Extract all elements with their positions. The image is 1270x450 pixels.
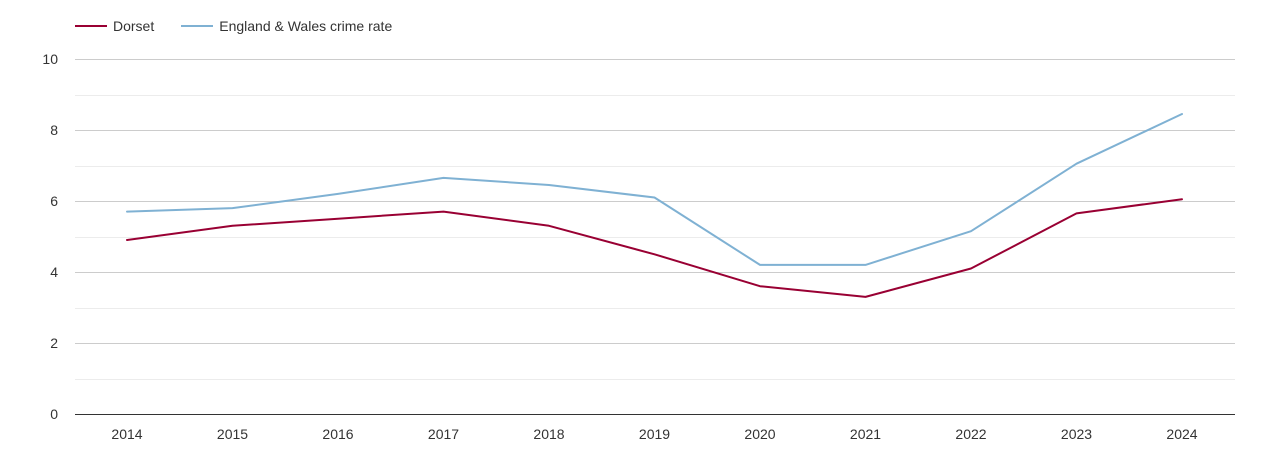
x-tick-label: 2017 <box>428 426 459 442</box>
x-tick-label: 2021 <box>850 426 881 442</box>
y-tick-label: 4 <box>50 264 58 280</box>
legend-label-dorset: Dorset <box>113 18 155 34</box>
x-tick-label: 2023 <box>1061 426 1092 442</box>
legend-item-dorset[interactable]: Dorset <box>75 18 154 34</box>
y-tick-label: 10 <box>42 51 58 67</box>
series-line-england-wales-crime-rate[interactable] <box>126 113 1183 266</box>
y-tick-label: 8 <box>50 122 58 138</box>
x-tick-label: 2014 <box>111 426 142 442</box>
series-line-dorset[interactable] <box>126 198 1183 298</box>
y-axis-tick-labels: 0 2 4 6 8 10 <box>42 51 58 422</box>
y-tick-label: 2 <box>50 335 58 351</box>
y-tick-label: 0 <box>50 406 58 422</box>
x-tick-label: 2015 <box>217 426 248 442</box>
x-tick-label: 2022 <box>955 426 986 442</box>
legend: Dorset England & Wales crime rate <box>75 15 419 37</box>
legend-swatch-dorset <box>75 25 107 27</box>
legend-item-england-wales[interactable]: England & Wales crime rate <box>181 18 392 34</box>
x-tick-label: 2019 <box>639 426 670 442</box>
x-tick-label: 2020 <box>744 426 775 442</box>
y-tick-label: 6 <box>50 193 58 209</box>
x-tick-label: 2016 <box>322 426 353 442</box>
legend-swatch-england-wales <box>181 25 214 27</box>
x-tick-label: 2018 <box>533 426 564 442</box>
x-axis-tick-labels: 2014 2015 2016 2017 2018 2019 2020 2021 2022 2023… <box>111 426 1197 442</box>
legend-label-england-wales: England & Wales crime rate <box>219 18 393 34</box>
series-lines <box>126 113 1183 298</box>
x-tick-label: 2024 <box>1166 426 1197 442</box>
grid-lines <box>75 59 1235 380</box>
